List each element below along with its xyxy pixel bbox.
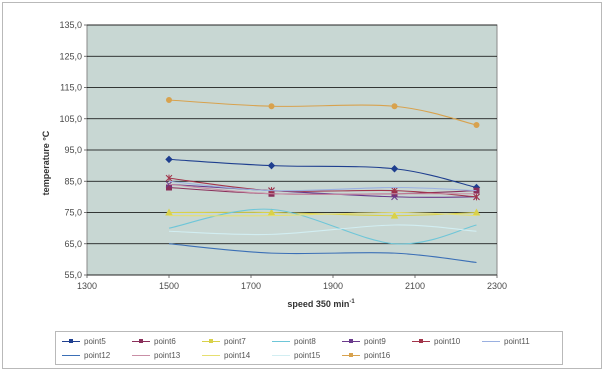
legend-swatch [482,340,500,342]
x-tick-label: 1500 [159,281,179,291]
y-tick-label: 95,0 [64,145,82,155]
legend-label: point15 [294,350,321,360]
legend-label: point9 [364,336,386,346]
y-tick-label: 55,0 [64,270,82,280]
legend-label: point7 [224,336,246,346]
y-axis-ticks: 55,0 65,0 75,0 85,0 95,0 105,0 115,0 125,0 135,0 [59,20,87,280]
data-point [391,187,398,195]
series-line [168,180,477,192]
data-point [390,165,399,173]
legend-label: point5 [84,336,106,346]
legend-item-point6: point6 [132,334,202,348]
y-tick-label: 105,0 [59,114,82,124]
chart-frame: 55,0 65,0 75,0 85,0 95,0 105,0 115,0 125,0 135,0… [2,2,602,369]
series-point12 [168,243,477,264]
legend-label: point10 [434,336,461,346]
legend-marker [419,338,423,343]
x-axis-title: speed 350 min-1 [287,299,355,309]
data-point [165,155,173,164]
legend-swatch [272,354,290,356]
legend-swatch [202,354,220,356]
legend-item-point8: point8 [272,334,342,348]
legend-item-point15: point15 [272,348,342,362]
series-line [168,158,477,189]
x-axis-ticks: 1300 1500 1700 1900 2100 2300 [77,275,507,291]
series-line [168,224,477,236]
line-chart: 55,0 65,0 75,0 85,0 95,0 105,0 115,0 125,0 135,0… [41,20,507,309]
legend-item-point5: point5 [62,334,132,348]
data-point [267,208,276,216]
y-tick-label: 135,0 [59,20,82,30]
y-tick-label: 65,0 [64,239,82,249]
legend-marker [349,338,353,343]
legend-swatch [202,338,220,343]
legend-label: point14 [224,350,251,360]
legend-swatch [132,354,150,356]
series-layer [165,97,481,264]
series-point15 [168,224,477,236]
series-line [168,208,477,245]
x-tick-label: 1700 [241,281,261,291]
y-tick-label: 125,0 [59,51,82,61]
data-point [165,174,173,182]
y-axis-title: temperature °C [41,130,51,195]
legend-marker [139,338,143,343]
series-point14 [168,211,477,217]
legend-marker [69,338,73,343]
legend-swatch [62,338,80,343]
y-tick-label: 75,0 [64,208,82,218]
series-line [168,211,477,217]
legend-swatch [62,354,80,356]
gridlines [87,24,497,276]
data-point [165,208,173,216]
legend-item-point10: point10 [412,334,482,348]
y-tick-label: 115,0 [60,83,82,93]
data-point [267,161,276,170]
legend-swatch [132,338,150,343]
x-tick-label: 1900 [323,281,343,291]
data-point [268,103,275,110]
y-tick-label: 85,0 [64,176,82,186]
series-line [168,183,477,195]
legend-item-point14: point14 [202,348,272,362]
series-point11 [168,180,477,192]
legend-item-point13: point13 [132,348,202,362]
data-point [473,122,480,128]
series-point13 [168,183,477,195]
x-tick-label: 2100 [405,281,425,291]
x-tick-label: 2300 [487,281,507,291]
x-tick-label: 1300 [77,281,97,291]
legend-label: point8 [294,336,316,346]
series-line [168,99,477,126]
legend-label: point11 [504,336,530,346]
legend: point5 point6 point7 point8 point9 point10 poi… [55,331,563,365]
data-point [472,208,481,216]
legend-item-point16: point16 [342,348,412,362]
data-point [166,97,172,103]
series-point8 [168,208,477,245]
legend-swatch [412,338,430,343]
x-axis-title-text: speed 350 min [287,299,349,309]
legend-item-point9: point9 [342,334,412,348]
legend-swatch [342,338,360,343]
data-point [473,193,480,201]
legend-item-point12: point12 [62,348,132,362]
legend-marker [349,352,353,357]
legend-label: point16 [364,350,391,360]
legend-label: point13 [154,350,181,360]
x-axis-title-superscript: -1 [349,299,355,305]
data-point [391,193,398,201]
legend-swatch [272,340,290,342]
legend-label: point12 [84,350,111,360]
data-point [390,211,399,219]
legend-marker [209,338,213,343]
legend-label: point6 [154,336,176,346]
legend-swatch [342,352,360,357]
series-point16 [166,97,480,128]
legend-item-point7: point7 [202,334,272,348]
data-point [391,103,398,110]
legend-item-point11: point11 [482,334,552,348]
series-line [168,243,477,264]
